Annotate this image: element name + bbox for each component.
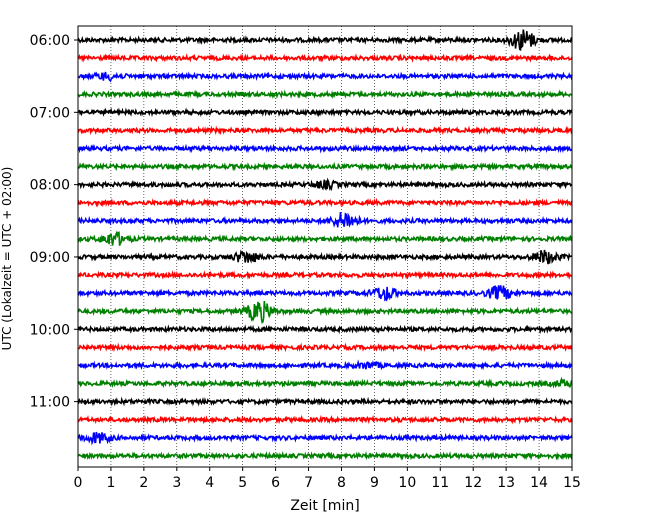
trace-line: [77, 450, 573, 461]
x-tick-label: 2: [139, 475, 148, 491]
x-tick-label: 5: [238, 475, 247, 491]
x-tick-label: 3: [172, 475, 181, 491]
trace-line: [77, 376, 573, 389]
trace-line: [77, 396, 573, 407]
x-tick-label: 6: [271, 475, 280, 491]
trace-line: [77, 71, 573, 83]
trace-line: [77, 249, 573, 265]
y-tick-label: 10:00: [30, 322, 70, 338]
trace-line: [77, 29, 573, 51]
trace-line: [77, 270, 573, 280]
trace-line: [77, 107, 573, 118]
y-tick-label: 11:00: [30, 395, 70, 411]
trace-line: [77, 177, 573, 192]
x-tick-label: 8: [337, 475, 346, 491]
trace-line: [77, 285, 573, 302]
trace-line: [77, 89, 573, 100]
y-tick-label: 07:00: [30, 105, 70, 121]
y-axis-label: UTC (Lokalzeit = UTC + 02:00): [0, 167, 14, 351]
y-tick-label: 09:00: [30, 250, 70, 266]
trace-line: [77, 230, 573, 246]
x-tick-label: 11: [431, 475, 449, 491]
x-axis-label: Zeit [min]: [290, 498, 359, 514]
trace-line: [77, 324, 573, 335]
y-axis-ticks: 06:00 07:00 08:00 09:00 10:00 11:00: [30, 33, 78, 411]
x-tick-label: 7: [304, 475, 313, 491]
trace-line: [77, 414, 573, 425]
x-tick-label: 9: [370, 475, 379, 491]
plot-frame: [77, 25, 573, 468]
trace-line: [77, 431, 573, 446]
trace-series: [77, 29, 573, 461]
y-tick-label: 06:00: [30, 33, 70, 49]
trace-line: [77, 359, 573, 371]
trace-line: [77, 197, 573, 208]
x-axis-ticks: 0 1 2 3 4 5 6 7 8 9 10 11 12 13 14 15: [74, 467, 581, 491]
x-tick-label: 1: [106, 475, 115, 491]
y-tick-label: 08:00: [30, 178, 70, 194]
trace-line: [77, 125, 573, 136]
trace-line: [77, 53, 573, 63]
x-tick-label: 13: [497, 475, 515, 491]
x-tick-label: 4: [205, 475, 214, 491]
trace-line: [77, 342, 573, 353]
trace-line: [77, 211, 573, 228]
x-tick-label: 14: [530, 475, 548, 491]
x-tick-label: 12: [464, 475, 482, 491]
trace-line: [77, 161, 573, 172]
x-tick-label: 10: [398, 475, 416, 491]
x-tick-label: 0: [74, 475, 83, 491]
trace-line: [77, 143, 573, 154]
x-tick-label: 15: [563, 475, 581, 491]
trace-line: [77, 300, 573, 324]
